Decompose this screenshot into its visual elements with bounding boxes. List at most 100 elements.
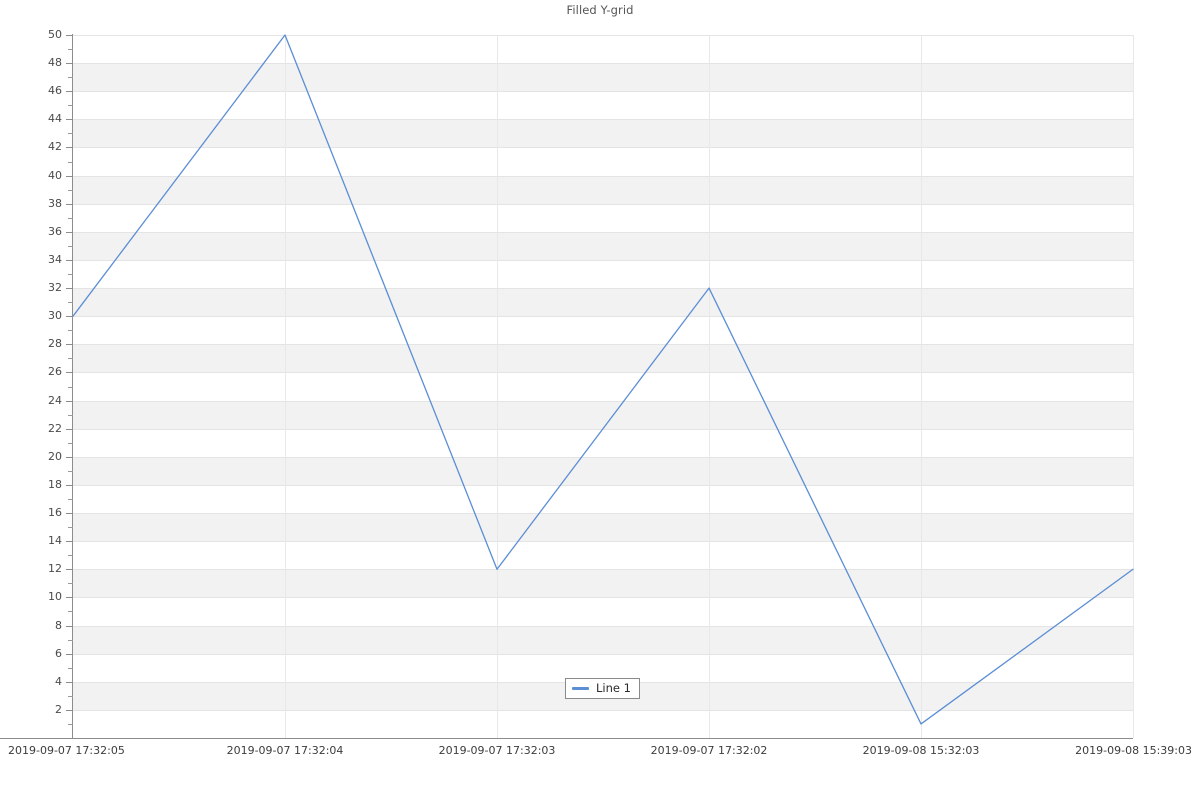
y-axis-tick-label: 36	[48, 224, 62, 238]
y-axis-minor-tick	[68, 723, 73, 725]
y-gridline	[73, 541, 1133, 543]
y-axis-tick	[66, 63, 73, 65]
y-axis-tick-label: 16	[48, 506, 62, 520]
chart-legend[interactable]: Line 1	[565, 678, 640, 699]
x-axis-tick-label: 2019-09-07 17:32:03	[438, 744, 556, 757]
y-gridline	[73, 513, 1133, 515]
y-gridline	[73, 203, 1133, 205]
y-gridline	[73, 625, 1133, 627]
y-grid-band	[73, 513, 1133, 542]
y-axis-tick-label: 14	[48, 534, 62, 548]
y-axis-tick-label: 18	[48, 477, 62, 491]
y-axis-tick-label: 48	[48, 56, 62, 70]
y-axis-tick	[66, 597, 73, 599]
y-axis-tick-label: 26	[48, 365, 62, 379]
y-axis-tick	[66, 625, 73, 627]
y-gridline	[73, 175, 1133, 177]
y-axis-minor-tick	[68, 611, 73, 613]
y-axis-tick	[66, 203, 73, 205]
y-axis-tick-label: 50	[48, 28, 62, 41]
y-axis-tick	[66, 259, 73, 261]
x-axis-line	[0, 738, 1133, 739]
y-gridline	[73, 400, 1133, 402]
x-gridline	[497, 35, 498, 738]
y-axis-minor-tick	[68, 133, 73, 135]
y-axis-tick-label: 34	[48, 252, 62, 266]
y-gridline	[73, 597, 1133, 599]
y-axis-tick-label: 40	[48, 168, 62, 182]
y-axis-minor-tick	[68, 77, 73, 79]
y-axis-minor-tick	[68, 358, 73, 360]
y-gridline	[73, 484, 1133, 486]
y-grid-band	[73, 625, 1133, 654]
legend-label-line-1: Line 1	[596, 680, 631, 695]
y-axis-tick	[66, 428, 73, 430]
y-axis-minor-tick	[68, 442, 73, 444]
y-axis-tick-label: 6	[55, 646, 62, 660]
y-axis-tick	[66, 372, 73, 374]
x-gridline	[921, 35, 922, 738]
y-axis-tick	[66, 456, 73, 458]
y-axis-minor-tick	[68, 667, 73, 669]
y-axis-minor-tick	[68, 245, 73, 247]
y-axis-minor-tick	[68, 527, 73, 529]
y-axis-tick	[66, 484, 73, 486]
y-gridline	[73, 288, 1133, 290]
y-axis-tick-label: 20	[48, 449, 62, 463]
x-axis-tick-label: 2019-09-08 15:32:03	[862, 744, 980, 757]
y-axis-minor-tick	[68, 386, 73, 388]
x-gridline	[1133, 35, 1134, 738]
y-axis-minor-tick	[68, 583, 73, 585]
y-axis-minor-tick	[68, 217, 73, 219]
y-gridline	[73, 709, 1133, 711]
y-gridline	[73, 63, 1133, 65]
y-axis-minor-tick	[68, 274, 73, 276]
y-axis-tick	[66, 541, 73, 543]
y-axis-tick-label: 30	[48, 309, 62, 323]
y-grid-band	[73, 288, 1133, 317]
y-axis-tick-label: 28	[48, 337, 62, 351]
x-axis-tick-label: 2019-09-07 17:32:04	[226, 744, 344, 757]
y-gridline	[73, 456, 1133, 458]
y-axis-tick	[66, 569, 73, 571]
y-axis-tick	[66, 316, 73, 318]
series-line-line-1	[72, 34, 1134, 725]
x-gridline	[285, 35, 286, 738]
y-gridline	[73, 316, 1133, 318]
y-grid-band	[73, 175, 1133, 204]
y-axis-minor-tick	[68, 49, 73, 51]
y-axis-tick-label: 10	[48, 590, 62, 604]
y-axis-tick	[66, 175, 73, 177]
y-gridline	[73, 569, 1133, 571]
y-grid-band	[73, 119, 1133, 148]
y-axis-tick-label: 24	[48, 393, 62, 407]
chart-title: Filled Y-grid	[566, 3, 634, 17]
y-axis-tick	[66, 231, 73, 233]
y-axis-tick-label: 4	[55, 674, 62, 688]
y-grid-band	[73, 344, 1133, 373]
y-gridline	[73, 35, 1133, 36]
y-grid-band	[73, 569, 1133, 598]
y-axis-minor-tick	[68, 189, 73, 191]
y-grid-band	[73, 456, 1133, 485]
y-axis-minor-tick	[68, 302, 73, 304]
y-axis-tick-label: 22	[48, 421, 62, 435]
y-axis-minor-tick	[68, 105, 73, 107]
y-gridline	[73, 147, 1133, 149]
y-axis-minor-tick	[68, 555, 73, 557]
y-axis-minor-tick	[68, 414, 73, 416]
y-axis-minor-tick	[68, 161, 73, 163]
y-axis-tick	[66, 653, 73, 655]
y-axis-tick	[66, 400, 73, 402]
y-grid-band	[73, 231, 1133, 260]
y-grid-band	[73, 400, 1133, 429]
data-line-svg	[72, 34, 1134, 725]
y-axis-minor-tick	[68, 695, 73, 697]
y-axis-tick	[66, 709, 73, 711]
y-axis-tick	[66, 513, 73, 515]
y-axis-tick-label: 38	[48, 196, 62, 210]
y-gridline	[73, 119, 1133, 121]
y-axis-tick-label: 2	[55, 702, 62, 716]
y-axis-tick	[66, 288, 73, 290]
y-axis-tick-label: 44	[48, 112, 62, 126]
